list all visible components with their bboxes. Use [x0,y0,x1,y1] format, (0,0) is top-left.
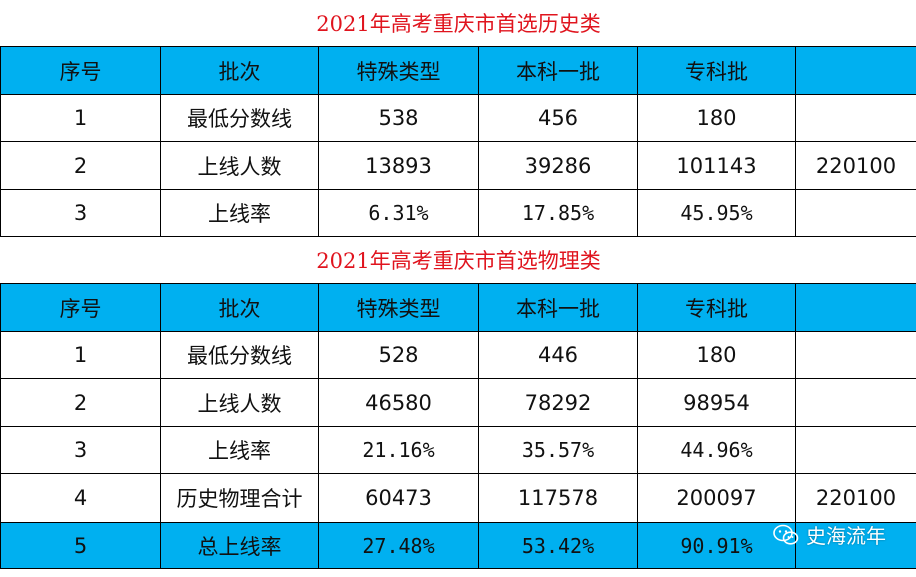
row-label: 上线率 [160,426,319,474]
table-row: 3 上线率 6.31% 17.85% 45.95% [0,189,916,237]
table-row: 1 最低分数线 528 446 180 [0,331,916,379]
table-cell [794,426,916,474]
table-cell: 60473 [318,473,479,523]
row-index: 5 [0,522,161,569]
header-cell: 本科一批 [478,283,638,332]
row-index: 1 [0,94,161,142]
table-cell: 200097 [637,473,796,523]
table-cell [794,378,916,427]
row-label: 最低分数线 [160,331,319,379]
physics-title-row: 2021年高考重庆市首选物理类 [0,236,916,284]
total-rate-row: 5 总上线率 27.48% 53.42% 90.91% [0,522,916,569]
watermark: 史海流年 [772,520,886,549]
physics-title: 2021年高考重庆市首选物理类 [0,236,916,284]
table-cell: 180 [637,331,796,379]
table-cell: 27.48% [318,522,479,569]
table-cell: 45.95% [637,189,796,237]
header-cell: 特殊类型 [318,283,479,332]
table-cell: 78292 [478,378,638,427]
table-cell: 44.96% [637,426,796,474]
header-cell: 批次 [160,283,319,332]
row-index: 1 [0,331,161,379]
header-cell: 本科一批 [478,46,638,95]
table-cell [794,94,916,142]
row-index: 3 [0,189,161,237]
table-cell [794,522,916,569]
table-cell: 35.57% [478,426,638,474]
row-index: 2 [0,141,161,190]
table-row: 1 最低分数线 538 456 180 [0,94,916,142]
table-cell: 220100 [794,473,916,523]
table-row: 4 历史物理合计 60473 117578 200097 220100 [0,473,916,523]
header-cell [794,283,916,332]
history-header-row: 序号 批次 特殊类型 本科一批 专科批 [0,46,916,95]
physics-header-row: 序号 批次 特殊类型 本科一批 专科批 [0,283,916,332]
table-cell: 446 [478,331,638,379]
table-cell: 17.85% [478,189,638,237]
table-cell: 13893 [318,141,479,190]
header-cell: 专科批 [637,283,796,332]
table-cell: 101143 [637,141,796,190]
table-cell: 6.31% [318,189,479,237]
header-cell: 专科批 [637,46,796,95]
table-cell: 90.91% [637,522,796,569]
header-cell: 序号 [0,283,161,332]
watermark-text: 史海流年 [806,524,886,548]
table-cell: 46580 [318,378,479,427]
history-title: 2021年高考重庆市首选历史类 [0,0,916,47]
table-cell: 180 [637,94,796,142]
history-title-row: 2021年高考重庆市首选历史类 [0,0,916,47]
table-cell: 39286 [478,141,638,190]
row-label: 历史物理合计 [160,473,319,523]
row-label: 总上线率 [160,522,319,569]
table-cell: 117578 [478,473,638,523]
wechat-icon [772,523,800,547]
table-cell [794,189,916,237]
header-cell: 序号 [0,46,161,95]
table-cell: 456 [478,94,638,142]
row-index: 2 [0,378,161,427]
table-row: 3 上线率 21.16% 35.57% 44.96% [0,426,916,474]
row-label: 上线人数 [160,141,319,190]
table-cell [794,331,916,379]
table-cell: 53.42% [478,522,638,569]
row-index: 4 [0,473,161,523]
header-cell: 特殊类型 [318,46,479,95]
row-label: 上线人数 [160,378,319,427]
header-cell: 批次 [160,46,319,95]
table-cell: 98954 [637,378,796,427]
table-row: 2 上线人数 13893 39286 101143 220100 [0,141,916,190]
table-cell: 528 [318,331,479,379]
table-cell: 538 [318,94,479,142]
table-cell: 21.16% [318,426,479,474]
row-label: 上线率 [160,189,319,237]
row-index: 3 [0,426,161,474]
table-row: 2 上线人数 46580 78292 98954 [0,378,916,427]
table-cell: 220100 [794,141,916,190]
header-cell [794,46,916,95]
row-label: 最低分数线 [160,94,319,142]
